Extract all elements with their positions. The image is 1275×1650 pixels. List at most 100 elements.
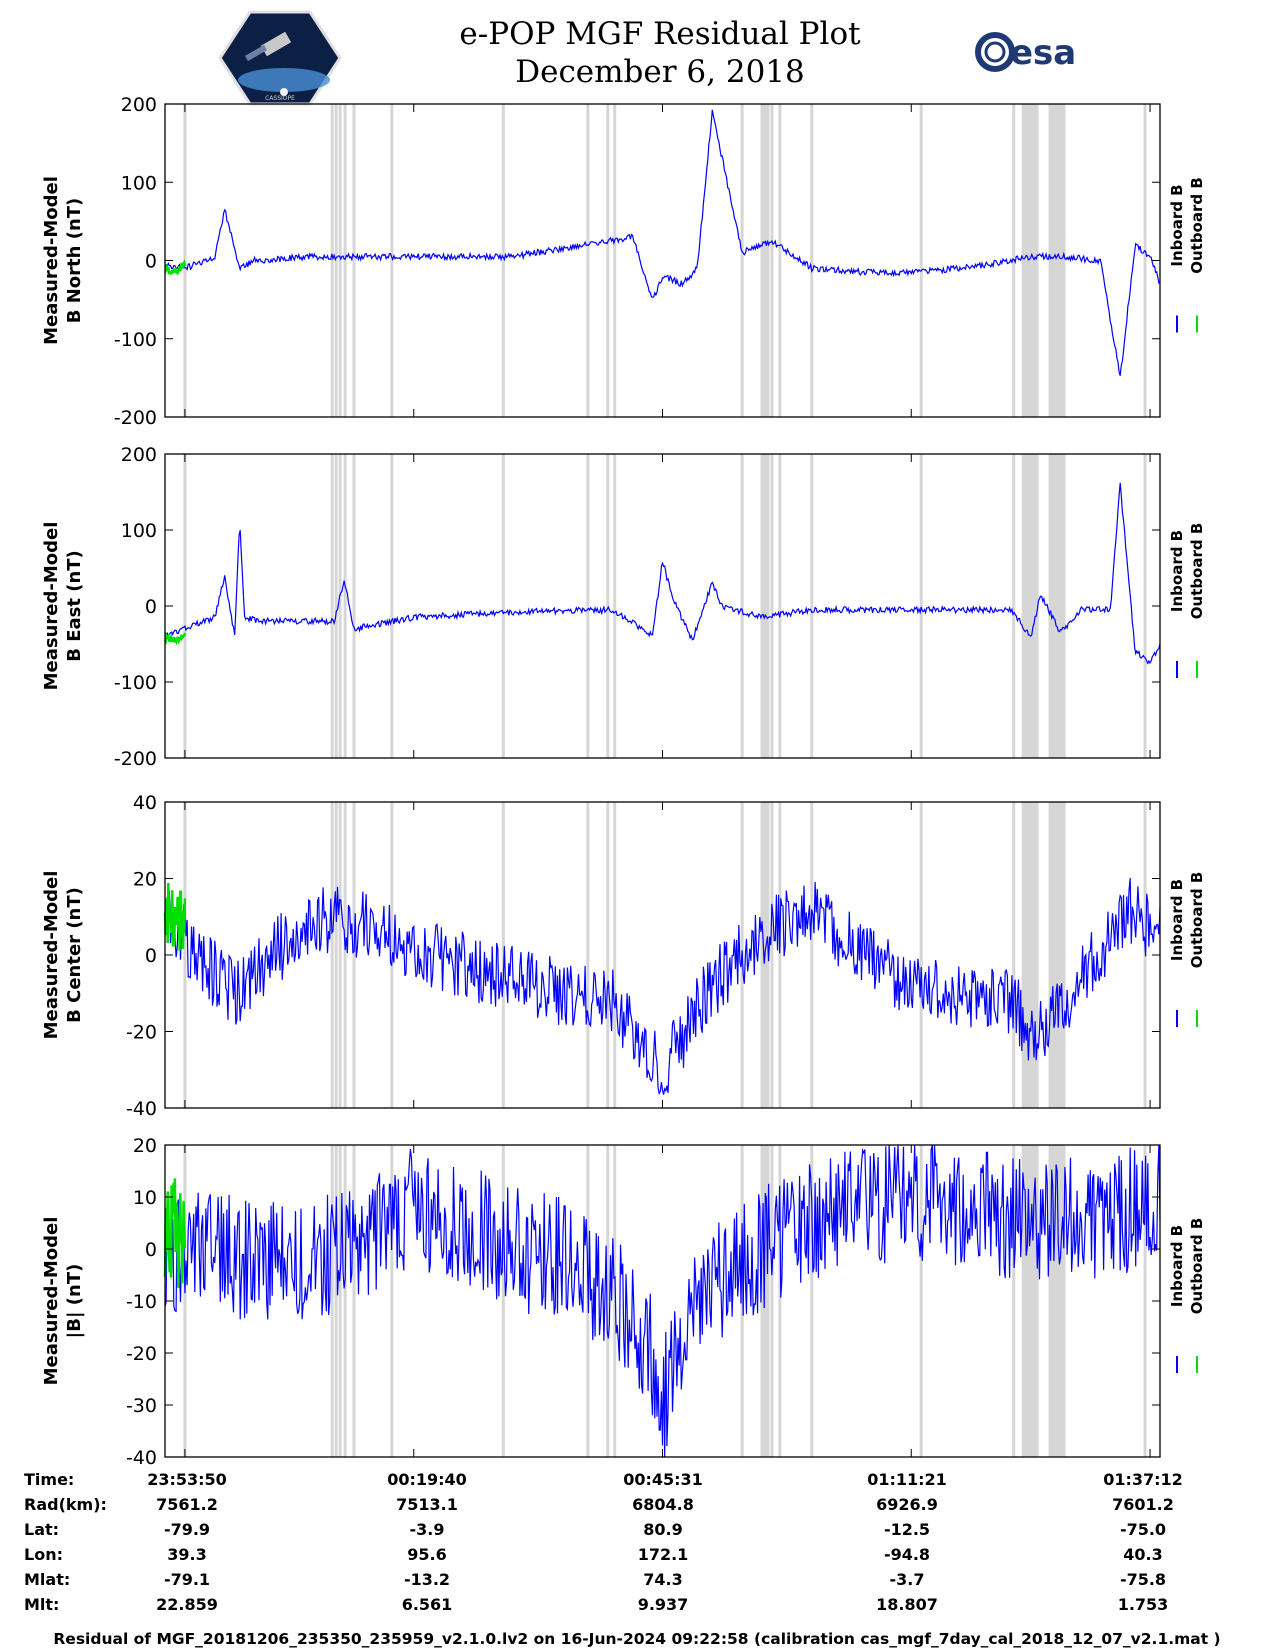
y-tick-label: 200 (121, 94, 157, 116)
info-row-label: Mlt: (24, 1595, 59, 1614)
data-gap-band (740, 104, 744, 417)
data-gap-band (1012, 104, 1016, 417)
data-gap-band (613, 1145, 617, 1457)
data-gap-band (760, 454, 764, 758)
data-gap-band (1048, 802, 1066, 1108)
data-gap-band (1021, 802, 1039, 1108)
outboard-series-line (163, 882, 187, 951)
data-gap-band (1143, 104, 1147, 417)
y-axis-label: Measured-Model (41, 176, 62, 345)
data-gap-band (810, 454, 814, 758)
info-row-label: Lat: (24, 1520, 59, 1539)
data-gap-band (810, 802, 814, 1108)
esa-logo: esa (975, 32, 1076, 73)
data-gap-band (763, 454, 767, 758)
outboard-series-line (164, 258, 187, 276)
chart-panel-1: 200 100 0 -100 -200 Measured-Model B North (nT… (41, 94, 1206, 429)
data-gap-band (501, 454, 505, 758)
info-cell: 23:53:50 (147, 1470, 227, 1489)
y-tick-label: 20 (133, 1135, 157, 1157)
y-tick-label: 10 (133, 1187, 157, 1209)
info-cell: 172.1 (638, 1545, 689, 1564)
legend-outboard-label: Outboard B (1188, 523, 1206, 620)
data-gap-band (1012, 1145, 1016, 1457)
y-axis-label: B East (nT) (64, 550, 85, 662)
plot-date: December 6, 2018 (515, 54, 805, 90)
data-gap-band (352, 454, 356, 758)
data-gap-band (606, 104, 610, 417)
y-tick-label: 0 (145, 251, 157, 273)
data-gap-band (613, 802, 617, 1108)
data-gap-band (1021, 454, 1039, 758)
y-tick-label: 200 (121, 444, 157, 466)
data-gap-band (810, 1145, 814, 1457)
y-axis-label: B Center (nT) (64, 887, 85, 1023)
data-gap-band (334, 104, 338, 417)
data-gap-band (606, 454, 610, 758)
data-gap-band (352, 104, 356, 417)
info-cell: 18.807 (876, 1595, 938, 1614)
outboard-series-line (163, 631, 187, 646)
info-cell: -12.5 (884, 1520, 930, 1539)
data-gap-band (390, 802, 394, 1108)
y-tick-label: 100 (121, 520, 157, 542)
y-axis-label: Measured-Model (41, 522, 62, 691)
data-gap-band (343, 104, 347, 417)
data-gap-band (606, 1145, 610, 1457)
info-row-label: Mlat: (24, 1570, 70, 1589)
data-gap-band (183, 1145, 187, 1457)
inboard-series-line (164, 1144, 1161, 1458)
data-gap-band (740, 454, 744, 758)
data-gap-band (390, 454, 394, 758)
data-gap-band (766, 104, 770, 417)
info-cell: 01:11:21 (867, 1470, 947, 1489)
data-gap-band (586, 802, 590, 1108)
y-tick-label: 100 (121, 172, 157, 194)
info-cell: -75.0 (1120, 1520, 1166, 1539)
info-cell: 01:37:12 (1103, 1470, 1183, 1489)
legend-outboard-label: Outboard B (1188, 177, 1206, 274)
data-gap-band (770, 802, 774, 1108)
data-gap-band (330, 1145, 334, 1457)
inboard-series-line (164, 482, 1161, 665)
y-axis-label: B North (nT) (64, 198, 85, 324)
info-cell: -79.9 (164, 1520, 210, 1539)
data-gap-band (766, 454, 770, 758)
svg-text:esa: esa (1010, 33, 1076, 73)
outboard-series-line (163, 1178, 187, 1288)
data-gap-band (760, 104, 764, 417)
y-tick-label: -200 (114, 748, 157, 770)
data-gap-band (778, 1145, 782, 1457)
data-gap-band (763, 1145, 767, 1457)
data-gap-band (606, 802, 610, 1108)
y-axis-label: Measured-Model (41, 1217, 62, 1386)
y-tick-label: -200 (114, 407, 157, 429)
data-gap-band (1143, 1145, 1147, 1457)
y-tick-label: 40 (133, 792, 157, 814)
info-cell: 7601.2 (1112, 1495, 1174, 1514)
data-gap-band (501, 1145, 505, 1457)
data-gap-band (760, 802, 764, 1108)
data-gap-band (334, 1145, 338, 1457)
data-gap-band (334, 454, 338, 758)
info-cell: 6926.9 (876, 1495, 938, 1514)
y-tick-label: -40 (126, 1098, 157, 1120)
chart-panel-3: 40 20 0 -20 -40 Measured-Model B Center (nT) In… (41, 792, 1206, 1120)
y-axis-label: Measured-Model (41, 871, 62, 1040)
legend-inboard-label: Inboard B (1168, 879, 1186, 961)
info-cell: 00:19:40 (387, 1470, 467, 1489)
info-cell: -3.9 (410, 1520, 445, 1539)
info-row-label: Lon: (24, 1545, 63, 1564)
info-cell: 00:45:31 (623, 1470, 703, 1489)
info-cell: -13.2 (404, 1570, 450, 1589)
data-gap-band (586, 104, 590, 417)
plot-title: e-POP MGF Residual Plot (459, 16, 861, 52)
data-gap-band (338, 1145, 342, 1457)
info-cell: 95.6 (407, 1545, 446, 1564)
plot-frame (164, 801, 1161, 1109)
data-gap-band (778, 104, 782, 417)
info-row-label: Time: (24, 1470, 74, 1489)
y-axis-label: |B| (nT) (64, 1264, 85, 1339)
y-tick-label: -40 (126, 1447, 157, 1469)
data-gap-band (1012, 802, 1016, 1108)
